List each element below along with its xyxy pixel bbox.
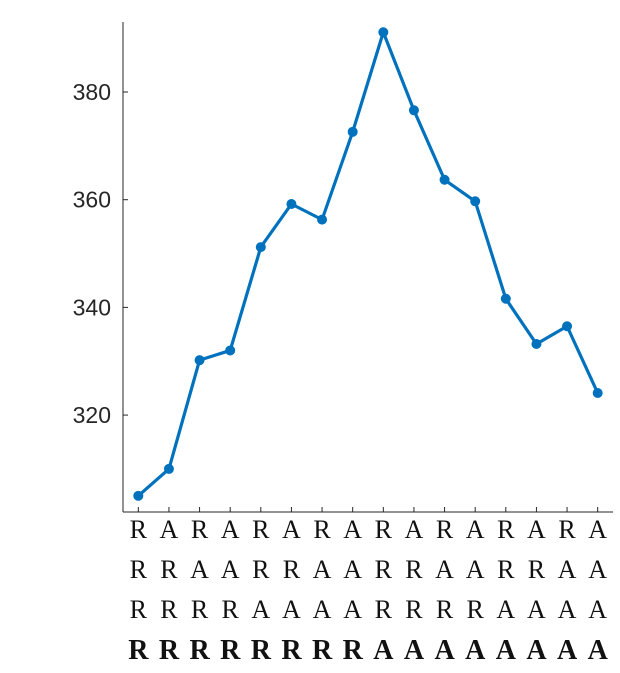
x-category-label: R [191, 595, 209, 624]
x-category-label: A [466, 515, 485, 544]
y-axis-ticks: 320 340 360 380 [73, 79, 128, 428]
x-category-label: A [373, 635, 394, 666]
y-tick-label: 320 [73, 402, 111, 428]
x-category-label: A [526, 635, 547, 666]
data-point [347, 126, 358, 137]
y-tick-label: 380 [73, 79, 111, 105]
x-category-label: R [128, 635, 149, 666]
x-category-label: R [130, 595, 148, 624]
x-category-label: A [434, 635, 455, 666]
x-category-label: A [465, 635, 486, 666]
x-category-label: A [282, 595, 301, 624]
x-category-label: A [588, 635, 609, 666]
x-category-label: A [160, 515, 179, 544]
x-category-label: A [343, 515, 362, 544]
data-point [317, 214, 328, 225]
x-category-label: R [312, 635, 333, 666]
y-tick-label: 340 [73, 294, 111, 320]
x-category-label: A [190, 555, 209, 584]
data-point [592, 388, 603, 398]
x-category-label: R [130, 515, 148, 544]
x-category-label: A [282, 515, 301, 544]
x-category-label: R [160, 595, 178, 624]
data-point [163, 463, 174, 474]
x-category-label: A [527, 515, 546, 544]
x-category-label: A [588, 595, 607, 624]
x-category-label: R [160, 555, 178, 584]
x-category-label: R [375, 555, 393, 584]
data-point [439, 174, 450, 185]
x-category-label: R [467, 595, 485, 624]
x-category-label: R [497, 555, 515, 584]
y-tick-label: 360 [73, 187, 111, 213]
x-category-label: A [251, 595, 270, 624]
series-line [137, 30, 600, 498]
x-category-label: R [375, 515, 393, 544]
x-category-label: A [404, 635, 425, 666]
x-category-label: R [252, 515, 270, 544]
x-category-label: R [313, 515, 331, 544]
x-category-label: R [343, 635, 364, 666]
axes [122, 22, 613, 513]
x-category-label: R [497, 515, 515, 544]
x-category-label: A [558, 595, 577, 624]
data-point [133, 490, 144, 501]
x-category-label: A [466, 555, 485, 584]
x-category-label: A [313, 595, 332, 624]
x-category-label: A [588, 555, 607, 584]
x-category-label: A [221, 515, 240, 544]
x-category-label: A [588, 515, 607, 544]
data-point [470, 196, 481, 207]
x-category-label: A [527, 595, 546, 624]
data-point [225, 345, 236, 356]
x-category-label: R [375, 595, 393, 624]
data-point [531, 339, 542, 349]
x-category-label: R [191, 515, 209, 544]
x-category-label: R [189, 635, 210, 666]
x-category-label: A [557, 635, 578, 666]
data-point [408, 105, 419, 116]
data-point [255, 242, 266, 253]
series [133, 27, 603, 501]
x-category-label: R [222, 595, 240, 624]
data-point [286, 199, 297, 209]
data-point [562, 321, 573, 332]
x-category-label: A [496, 595, 515, 624]
data-point [500, 293, 511, 304]
x-category-label: R [436, 595, 454, 624]
x-category-label: R [405, 595, 423, 624]
x-category-label: R [220, 635, 241, 666]
x-category-label: R [558, 515, 576, 544]
x-category-label: A [558, 555, 577, 584]
x-category-label: R [436, 515, 454, 544]
x-category-label: R [159, 635, 180, 666]
x-category-label: R [130, 555, 148, 584]
x-category-label: R [251, 635, 272, 666]
x-category-label: A [221, 555, 240, 584]
data-point [194, 355, 205, 366]
x-category-label: A [405, 515, 424, 544]
x-category-label: A [313, 555, 332, 584]
x-category-label: R [281, 635, 302, 666]
x-category-label: A [343, 555, 362, 584]
x-category-label: R [528, 555, 546, 584]
x-category-label: A [435, 555, 454, 584]
x-category-label: A [343, 595, 362, 624]
x-category-label: R [405, 555, 423, 584]
x-category-labels: R A R A R A R A R A R A R A R AR R A A R R A A R R A A R R A AR R R R A A A A… [128, 515, 608, 666]
data-point [378, 27, 389, 38]
x-category-label: R [283, 555, 301, 584]
x-category-label: A [496, 635, 517, 666]
x-category-label: R [252, 555, 270, 584]
